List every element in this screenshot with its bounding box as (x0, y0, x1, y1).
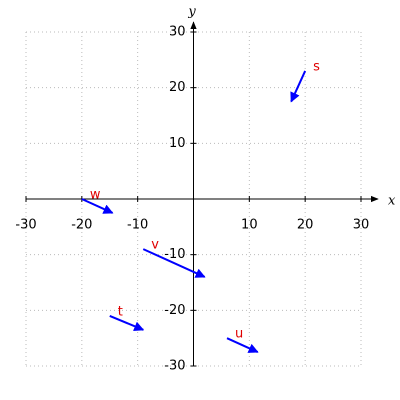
vector-arrow (109, 314, 145, 331)
x-tick-label: 20 (297, 218, 314, 233)
y-tick-label: 20 (169, 80, 186, 95)
x-tick-label: -30 (15, 218, 36, 233)
vector-label: s (313, 59, 320, 74)
y-tick-label: 30 (169, 25, 186, 40)
x-tick-label: 30 (353, 218, 370, 233)
y-tick-label: -20 (164, 303, 185, 318)
vector-arrow (142, 248, 206, 278)
y-tick-label: -30 (164, 359, 185, 374)
y-tick-label: 10 (169, 136, 186, 151)
y-axis-label: y (187, 5, 196, 20)
x-axis-label: x (388, 194, 396, 209)
vector-label: v (151, 238, 159, 253)
vector-label: t (118, 304, 123, 319)
vector-label: u (235, 327, 243, 342)
vector-arrow (226, 337, 259, 353)
y-tick-label: -10 (164, 247, 185, 262)
vector-arrow (81, 198, 114, 214)
vector-arrow (290, 70, 307, 103)
vector-label: w (90, 188, 101, 203)
x-tick-label: -10 (127, 218, 148, 233)
x-tick-label: 10 (241, 218, 258, 233)
x-tick-label: -20 (71, 218, 92, 233)
